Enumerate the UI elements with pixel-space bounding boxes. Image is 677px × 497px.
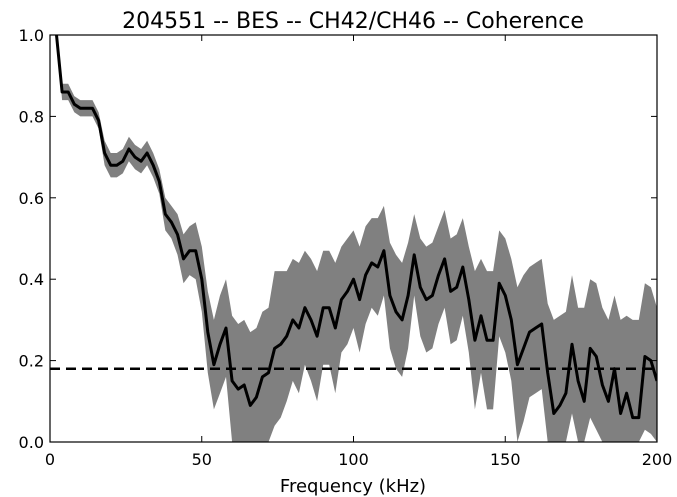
x-tick-label: 150 bbox=[490, 450, 521, 469]
y-tick-label: 0.0 bbox=[19, 433, 44, 452]
x-tick-label: 200 bbox=[642, 450, 673, 469]
y-tick-label: 0.2 bbox=[19, 352, 44, 371]
plot-area bbox=[50, 35, 657, 442]
chart-title: 204551 -- BES -- CH42/CH46 -- Coherence bbox=[122, 9, 584, 34]
y-tick-label: 1.0 bbox=[19, 26, 44, 45]
y-tick-label: 0.4 bbox=[19, 270, 44, 289]
x-tick-label: 50 bbox=[192, 450, 212, 469]
y-tick-label: 0.8 bbox=[19, 107, 44, 126]
coherence-line bbox=[54, 35, 657, 420]
y-tick-label: 0.6 bbox=[19, 189, 44, 208]
axes: 0 50 100 150 200 0.0 0.2 0.4 0.6 0.8 1.0 bbox=[19, 26, 673, 469]
x-tick-label: 0 bbox=[45, 450, 55, 469]
x-tick-label: 100 bbox=[338, 450, 369, 469]
x-axis-label: Frequency (kHz) bbox=[280, 476, 426, 497]
plot-content bbox=[50, 35, 657, 442]
uncertainty-band bbox=[56, 35, 657, 442]
